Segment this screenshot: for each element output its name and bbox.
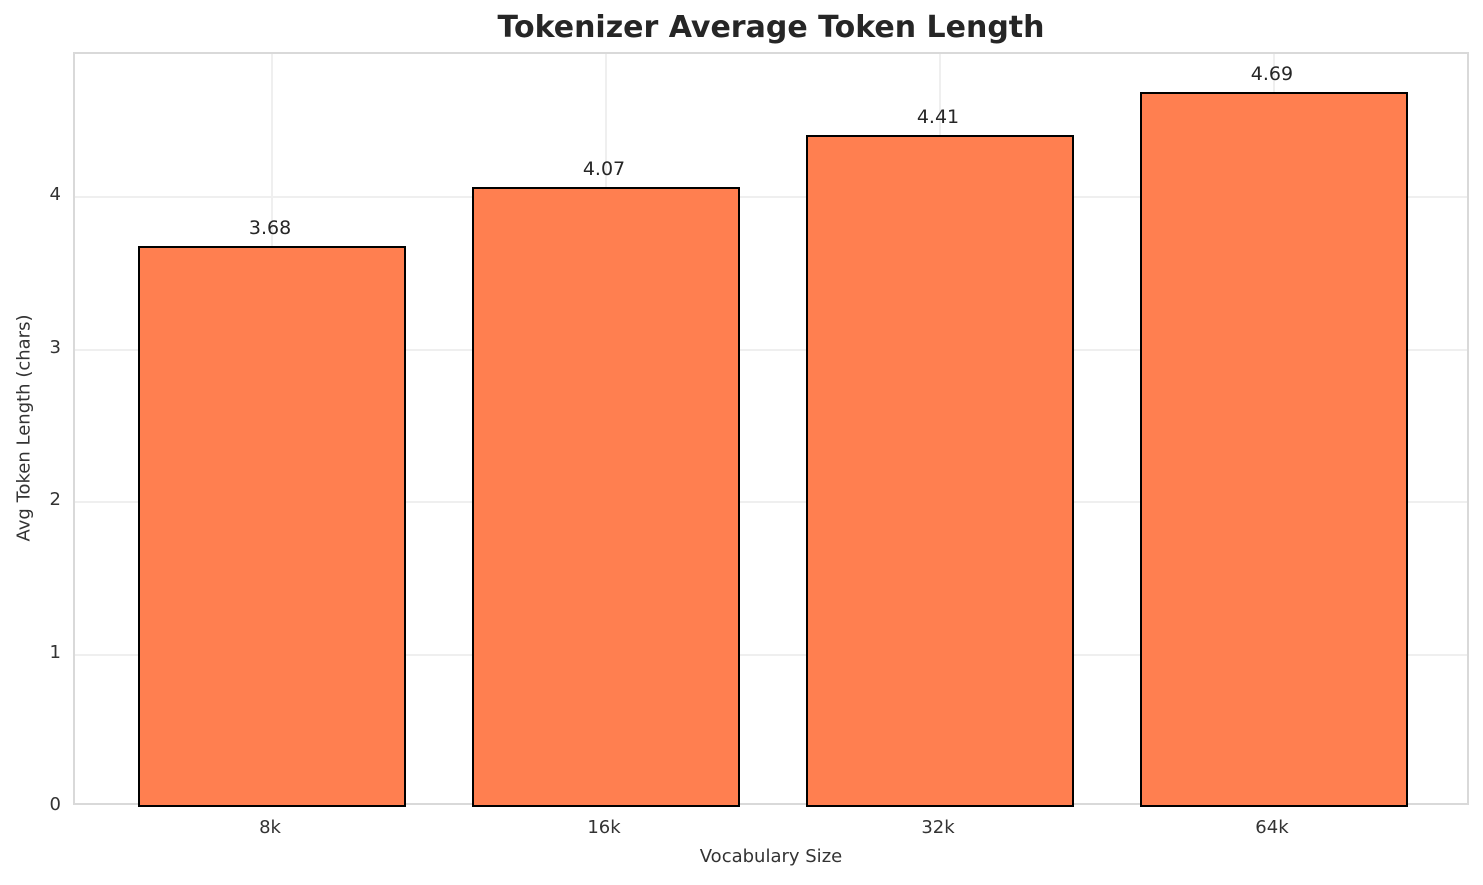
bar-value-label: 3.68: [248, 217, 292, 240]
bar-32k: [806, 134, 1074, 807]
y-gridline: [75, 348, 1467, 351]
y-tick-label: 1: [49, 641, 61, 663]
x-tick-label: 64k: [1255, 817, 1289, 838]
bar-64k: [1140, 92, 1408, 807]
bar-value-label: 4.07: [582, 157, 626, 180]
x-tick-label: 8k: [259, 817, 281, 838]
bar-value-label: 4.69: [1250, 63, 1294, 86]
y-tick-label: 0: [49, 794, 61, 815]
y-tick-label: 4: [49, 184, 61, 206]
y-tick-label: 3: [49, 336, 61, 358]
y-gridline: [75, 196, 1467, 199]
y-tick-label: 2: [49, 489, 61, 511]
bar-8k: [138, 246, 406, 807]
x-tick-label: 16k: [587, 817, 621, 838]
bar-16k: [472, 186, 740, 807]
y-gridline: [75, 653, 1467, 656]
x-axis-label: Vocabulary Size: [699, 846, 843, 867]
x-tick-label: 32k: [921, 817, 955, 838]
y-gridline: [75, 501, 1467, 504]
plot-area: [73, 52, 1469, 807]
chart-title: Tokenizer Average Token Length: [497, 10, 1045, 45]
y-axis-label: Avg Token Length (chars): [13, 314, 35, 542]
bar-value-label: 4.41: [916, 105, 960, 128]
